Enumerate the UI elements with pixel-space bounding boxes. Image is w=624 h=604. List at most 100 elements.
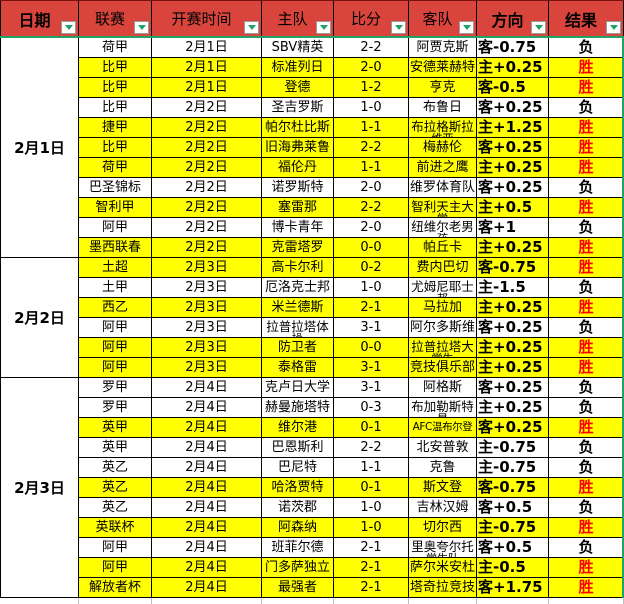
league-cell[interactable]: 罗甲 <box>79 378 152 397</box>
dir-cell[interactable]: 主-0.75 <box>477 438 549 457</box>
away-cell[interactable]: 马拉加 <box>409 298 477 317</box>
away-cell[interactable]: 帕丘卡 <box>409 238 477 257</box>
result-cell[interactable]: 负 <box>549 438 624 457</box>
time-cell[interactable]: 2月1日 <box>152 58 262 77</box>
score-cell[interactable]: 2-1 <box>334 538 409 557</box>
time-cell[interactable]: 2月3日 <box>152 358 262 377</box>
league-cell[interactable]: 阿甲 <box>79 538 152 557</box>
time-cell[interactable]: 2月2日 <box>152 138 262 157</box>
time-cell[interactable]: 2月3日 <box>152 338 262 357</box>
away-cell[interactable]: 亨克 <box>409 78 477 97</box>
time-cell[interactable]: 2月3日 <box>152 258 262 277</box>
home-cell[interactable]: 登德 <box>262 78 334 97</box>
home-cell[interactable]: SBV精英 <box>262 38 334 57</box>
result-cell[interactable]: 负 <box>549 538 624 557</box>
column-header-time[interactable]: 开赛时间 <box>152 1 262 36</box>
score-cell[interactable]: 2-0 <box>334 218 409 237</box>
filter-button-score[interactable] <box>391 21 406 34</box>
column-header-dir[interactable]: 方向 <box>477 1 549 36</box>
league-cell[interactable]: 解放者杯 <box>79 578 152 597</box>
score-cell[interactable]: 1-0 <box>334 98 409 117</box>
away-cell[interactable]: 里奥夸尔托学生队 <box>409 538 477 557</box>
score-cell[interactable]: 0-0 <box>334 338 409 357</box>
home-cell[interactable]: 诺茨郡 <box>262 498 334 517</box>
dir-cell[interactable]: 客+1 <box>477 218 549 237</box>
away-cell[interactable]: 阿尔多斯维 <box>409 318 477 337</box>
away-cell[interactable]: 智利天主大学 <box>409 198 477 217</box>
away-cell[interactable]: 布拉格斯拉维亚 <box>409 118 477 137</box>
result-cell[interactable]: 胜 <box>549 338 624 357</box>
league-cell[interactable]: 荷甲 <box>79 38 152 57</box>
dir-cell[interactable]: 客+0.25 <box>477 138 549 157</box>
home-cell[interactable]: 赫曼施塔特 <box>262 398 334 417</box>
league-cell[interactable]: 荷甲 <box>79 158 152 177</box>
home-cell[interactable]: 标准列日 <box>262 58 334 77</box>
score-cell[interactable]: 0-3 <box>334 398 409 417</box>
score-cell[interactable]: 1-0 <box>334 498 409 517</box>
dir-cell[interactable]: 主-1.5 <box>477 278 549 297</box>
result-cell[interactable]: 胜 <box>549 78 624 97</box>
dir-cell[interactable]: 主+0.25 <box>477 398 549 417</box>
league-cell[interactable]: 西乙 <box>79 298 152 317</box>
dir-cell[interactable]: 客+0.25 <box>477 98 549 117</box>
score-cell[interactable]: 2-2 <box>334 138 409 157</box>
date-cell[interactable]: 2月1日 <box>0 38 79 258</box>
away-cell[interactable]: 竞技俱乐部 <box>409 358 477 377</box>
score-cell[interactable]: 1-1 <box>334 158 409 177</box>
home-cell[interactable]: 维尔港 <box>262 418 334 437</box>
away-cell[interactable]: 阿贾克斯 <box>409 38 477 57</box>
time-cell[interactable]: 2月4日 <box>152 478 262 497</box>
result-cell[interactable]: 胜 <box>549 478 624 497</box>
league-cell[interactable]: 比甲 <box>79 78 152 97</box>
home-cell[interactable]: 巴尼特 <box>262 458 334 477</box>
score-cell[interactable]: 1-1 <box>334 118 409 137</box>
home-cell[interactable]: 米兰德斯 <box>262 298 334 317</box>
home-cell[interactable]: 高卡尔利 <box>262 258 334 277</box>
time-cell[interactable]: 2月4日 <box>152 378 262 397</box>
score-cell[interactable]: 3-1 <box>334 378 409 397</box>
score-cell[interactable]: 0-1 <box>334 418 409 437</box>
time-cell[interactable]: 2月2日 <box>152 238 262 257</box>
filter-button-away[interactable] <box>459 21 474 34</box>
dir-cell[interactable]: 主+0.25 <box>477 58 549 77</box>
league-cell[interactable]: 阿甲 <box>79 558 152 577</box>
league-cell[interactable]: 智利甲 <box>79 198 152 217</box>
time-cell[interactable]: 2月3日 <box>152 278 262 297</box>
home-cell[interactable]: 最强者 <box>262 578 334 597</box>
league-cell[interactable]: 阿甲 <box>79 338 152 357</box>
score-cell[interactable]: 1-0 <box>334 278 409 297</box>
away-cell[interactable]: 斯文登 <box>409 478 477 497</box>
time-cell[interactable]: 2月4日 <box>152 538 262 557</box>
column-header-result[interactable]: 结果 <box>549 1 624 36</box>
result-cell[interactable]: 负 <box>549 498 624 517</box>
league-cell[interactable]: 阿甲 <box>79 318 152 337</box>
league-cell[interactable]: 捷甲 <box>79 118 152 137</box>
home-cell[interactable]: 福伦丹 <box>262 158 334 177</box>
result-cell[interactable]: 胜 <box>549 158 624 177</box>
away-cell[interactable]: 布加勒斯特星 <box>409 398 477 417</box>
column-header-home[interactable]: 主队 <box>262 1 334 36</box>
dir-cell[interactable]: 客-0.5 <box>477 78 549 97</box>
score-cell[interactable]: 1-1 <box>334 458 409 477</box>
score-cell[interactable]: 0-1 <box>334 478 409 497</box>
column-header-away[interactable]: 客队 <box>409 1 477 36</box>
league-cell[interactable]: 比甲 <box>79 138 152 157</box>
away-cell[interactable]: 梅赫伦 <box>409 138 477 157</box>
dir-cell[interactable]: 客+1.75 <box>477 578 549 597</box>
dir-cell[interactable]: 主-0.75 <box>477 518 549 537</box>
away-cell[interactable]: 尤姆尼耶士邦 <box>409 278 477 297</box>
result-cell[interactable]: 负 <box>549 38 624 57</box>
filter-button-date[interactable] <box>61 21 76 34</box>
away-cell[interactable]: 吉林汉姆 <box>409 498 477 517</box>
score-cell[interactable]: 2-0 <box>334 58 409 77</box>
score-cell[interactable]: 2-0 <box>334 178 409 197</box>
league-cell[interactable]: 比甲 <box>79 98 152 117</box>
time-cell[interactable]: 2月3日 <box>152 298 262 317</box>
away-cell[interactable]: 维罗体育队 <box>409 178 477 197</box>
away-cell[interactable]: 费内巴切 <box>409 258 477 277</box>
dir-cell[interactable]: 主+0.25 <box>477 358 549 377</box>
league-cell[interactable]: 巴圣锦标 <box>79 178 152 197</box>
score-cell[interactable]: 2-1 <box>334 578 409 597</box>
result-cell[interactable]: 胜 <box>549 298 624 317</box>
result-cell[interactable]: 胜 <box>549 578 624 597</box>
